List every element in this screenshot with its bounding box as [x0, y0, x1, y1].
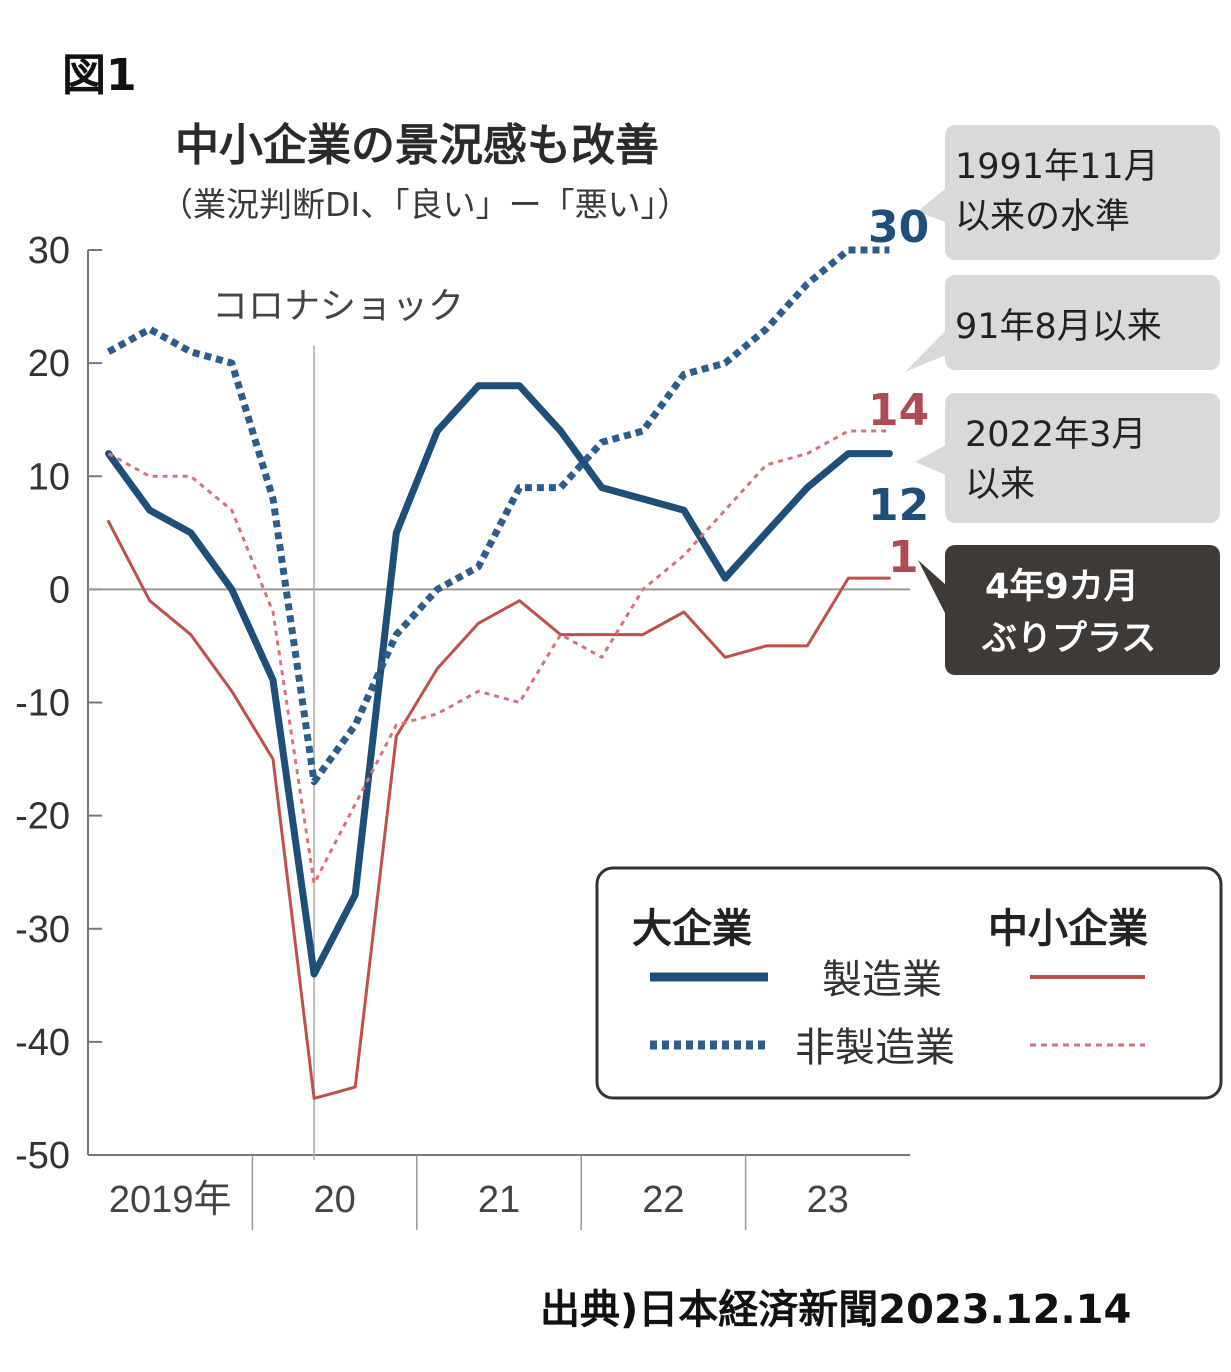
y-tick-label: -40 — [15, 1022, 70, 1064]
y-tick-label: -10 — [15, 683, 70, 725]
y-tick-label: 30 — [28, 230, 70, 272]
callout-91-aug: 91年8月以来 — [905, 275, 1220, 372]
end-label-large-nonmfg: 30 — [868, 202, 929, 253]
y-tick-label: 0 — [49, 569, 70, 611]
series-line-3 — [107, 429, 890, 885]
callout-2022-line1: 2022年3月 — [965, 415, 1146, 455]
end-label-small-mfg: 1 — [888, 532, 919, 583]
y-tick-label: -50 — [15, 1135, 70, 1177]
source-credit: 出典)日本経済新聞2023.12.14 — [540, 1287, 1131, 1333]
y-tick-label: 20 — [28, 343, 70, 385]
x-tick-label: 20 — [313, 1179, 355, 1221]
callout-1991-line1: 1991年11月 — [955, 147, 1159, 187]
legend: 大企業 中小企業 製造業 非製造業 — [595, 866, 1223, 1100]
legend-header-large: 大企業 — [632, 906, 752, 952]
x-tick-label: 21 — [478, 1179, 520, 1221]
callout-plus-line1: 4年9カ月 — [985, 567, 1139, 607]
callout-2022: 2022年3月 以来 — [915, 393, 1220, 523]
x-tick-label: 22 — [642, 1179, 684, 1221]
callout-1991-line2: 以来の水準 — [955, 197, 1130, 237]
y-tick-label: -30 — [15, 909, 70, 951]
legend-label-nonmfg: 非製造業 — [795, 1025, 955, 1071]
y-tick-label: 10 — [28, 456, 70, 498]
x-tick-label: 2019年 — [109, 1179, 232, 1221]
callout-plus-line2: ぶりプラス — [981, 619, 1156, 659]
callout-plus: 4年9カ月 ぶりプラス — [918, 545, 1220, 675]
legend-label-mfg: 製造業 — [822, 957, 942, 1003]
legend-header-small: 中小企業 — [988, 906, 1148, 952]
callout-2022-line2: 以来 — [965, 465, 1035, 505]
series-line-2 — [107, 520, 891, 1100]
series-line-1 — [106, 246, 890, 786]
end-label-small-nonmfg: 14 — [868, 385, 929, 436]
chart-subtitle: （業況判断DI、「良い」ー「悪い」） — [160, 185, 690, 224]
callout-1991: 1991年11月 以来の水準 — [917, 125, 1220, 260]
chart-title: 中小企業の景況感も改善 — [175, 120, 659, 171]
figure-label: 図1 — [62, 50, 137, 101]
y-tick-label: -20 — [15, 796, 70, 838]
corona-shock-annotation: コロナショック — [212, 286, 464, 327]
series-line-0 — [105, 382, 893, 978]
end-label-large-mfg: 12 — [868, 480, 929, 531]
callout-91-aug-line1: 91年8月以来 — [955, 307, 1162, 347]
x-tick-label: 23 — [807, 1179, 849, 1221]
